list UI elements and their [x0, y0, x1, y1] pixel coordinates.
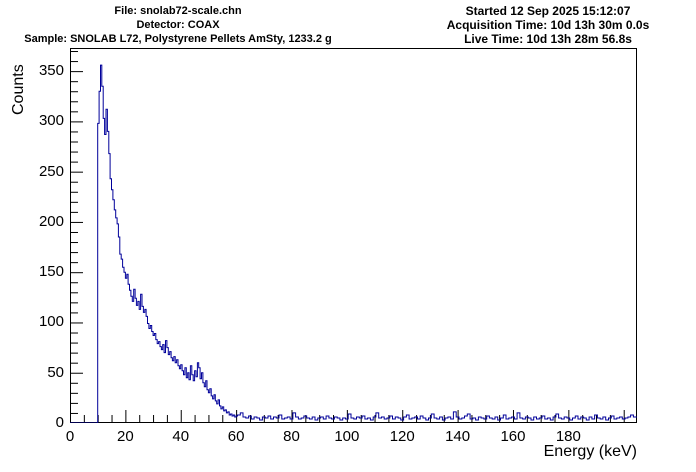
spectrum-line [70, 64, 637, 423]
sample-line: Sample: SNOLAB L72, Polystyrene Pellets … [24, 33, 332, 45]
x-tick-label: 120 [389, 428, 415, 445]
x-axis-title: Energy (keV) [543, 443, 637, 460]
x-tick-label: 60 [227, 428, 245, 445]
live-time-line: Live Time: 10d 13h 28m 56.8s [464, 32, 632, 46]
x-tick-label: 100 [334, 428, 360, 445]
x-tick-label: 160 [500, 428, 526, 445]
y-tick-label: 0 [55, 414, 64, 431]
file-info-pave: File: snolab72-scale.chn Detector: COAX … [8, 4, 348, 46]
y-tick-label: 200 [38, 212, 64, 230]
x-tick-label: 180 [555, 428, 581, 445]
plot-border [70, 48, 637, 423]
plot-frame [70, 48, 637, 423]
y-tick-label: 300 [38, 112, 64, 130]
x-tick-label: 80 [283, 428, 300, 445]
file-name-line: File: snolab72-scale.chn [114, 5, 242, 17]
detector-line: Detector: COAX [136, 19, 220, 31]
acquisition-info-pave: Started 12 Sep 2025 15:12:07 Acquisition… [408, 4, 688, 46]
y-tick-label: 50 [47, 363, 64, 381]
x-tick-label: 140 [445, 428, 471, 445]
y-tick-label: 150 [38, 263, 64, 281]
spectrum-canvas [70, 48, 637, 423]
acquisition-time-line: Acquisition Time: 10d 13h 30m 0.0s [446, 18, 650, 32]
y-tick-label: 350 [38, 62, 64, 80]
x-tick-label: 20 [117, 428, 134, 445]
y-tick-label: 100 [38, 313, 64, 331]
x-tick-label: 0 [65, 428, 75, 445]
x-tick-label: 40 [172, 428, 190, 445]
started-line: Started 12 Sep 2025 15:12:07 [465, 4, 631, 18]
y-tick-label: 250 [38, 162, 64, 180]
